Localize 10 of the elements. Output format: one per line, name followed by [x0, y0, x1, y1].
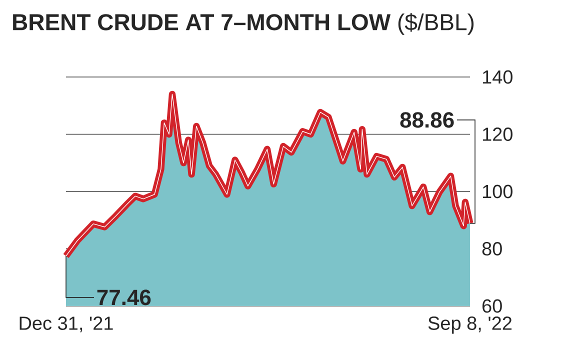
x-tick-label: Dec 31, '21 [20, 316, 113, 332]
x-tick-label: Sep 8, '22 [428, 316, 512, 334]
y-tick-label: 60 [482, 299, 502, 313]
annotation: 77.46 [97, 290, 151, 306]
y-tick-label: 140 [482, 70, 512, 84]
y-tick-label: 100 [482, 184, 512, 198]
y-tick-label: 80 [482, 242, 502, 256]
y-tick-label: 120 [482, 128, 512, 141]
annotation: 88.86 [400, 112, 454, 128]
chart-title: BRENT CRUDE AT 7–MONTH LOW ($/BBL) [13, 13, 474, 35]
